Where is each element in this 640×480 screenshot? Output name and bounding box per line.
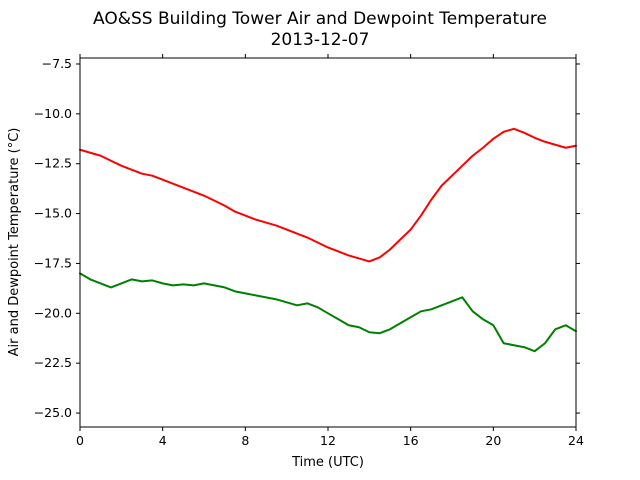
x-tick-label: 24 xyxy=(568,433,584,448)
x-tick-label: 0 xyxy=(76,433,84,448)
y-tick-label: −7.5 xyxy=(42,56,72,71)
y-tick-label: −17.5 xyxy=(34,255,72,270)
x-tick-label: 16 xyxy=(403,433,419,448)
series-layer xyxy=(79,127,577,353)
x-tick-label: 8 xyxy=(241,433,249,448)
series-line-1 xyxy=(79,127,577,263)
x-tick-label: 20 xyxy=(485,433,501,448)
plot-area xyxy=(80,58,576,427)
y-tick-label: −25.0 xyxy=(34,405,72,420)
chart-subtitle: 2013-12-07 xyxy=(271,30,370,50)
x-axis-label: Time (UTC) xyxy=(291,455,364,470)
plot-frame xyxy=(79,57,577,428)
x-tick-label: 4 xyxy=(159,433,167,448)
x-axis-ticks: 0 4 8 12 16 20 24 xyxy=(76,54,584,448)
chart-title: AO&SS Building Tower Air and Dewpoint Te… xyxy=(93,9,547,29)
series-line-2 xyxy=(79,272,577,353)
y-tick-label: −20.0 xyxy=(34,305,72,320)
y-axis-label: Air and Dewpoint Temperature (°C) xyxy=(7,128,22,357)
y-tick-label: −22.5 xyxy=(34,355,72,370)
y-tick-label: −12.5 xyxy=(34,156,72,171)
y-axis-ticks: −7.5 −10.0 −12.5 −15.0 −17.5 −20.0 −22.5 −25.0 xyxy=(34,56,580,420)
y-tick-label: −15.0 xyxy=(34,206,72,221)
x-tick-label: 12 xyxy=(320,433,336,448)
y-tick-label: −10.0 xyxy=(34,106,72,121)
